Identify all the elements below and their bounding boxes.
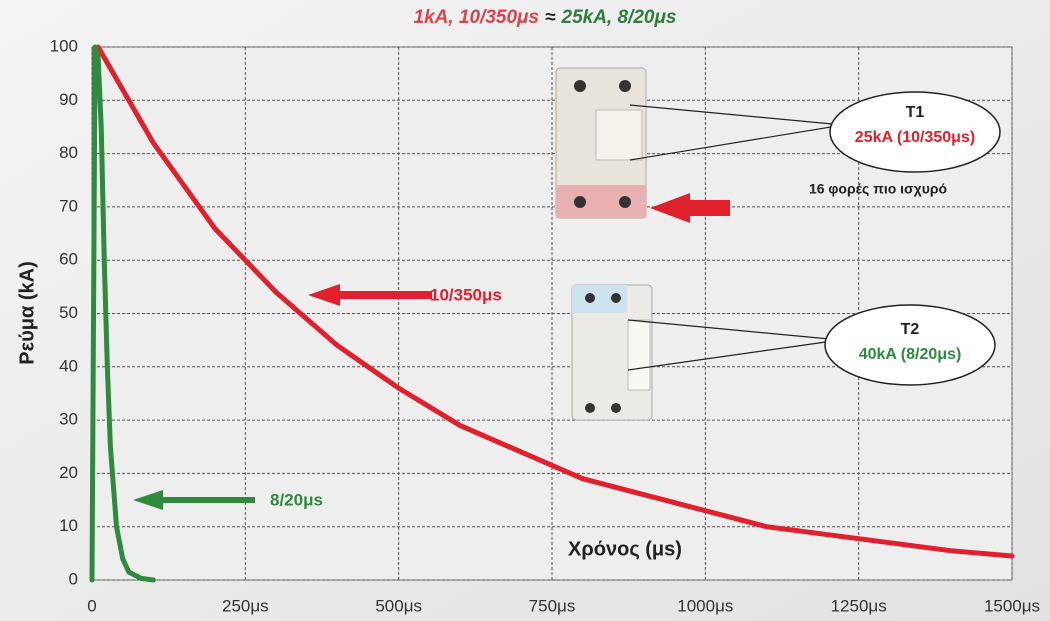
y-tick-label: 80 (59, 143, 78, 162)
y-tick-label: 20 (59, 463, 78, 482)
y-tick-label: 40 (59, 356, 78, 375)
y-tick-label: 90 (59, 90, 78, 109)
chart-title: 1kA, 10/350μs≈25kA, 8/20μs (414, 7, 677, 28)
x-axis-label: Χρόνος (μs) (568, 538, 682, 560)
y-tick-label: 30 (59, 410, 78, 429)
page: {"chart_data": {"type": "line", "title":… (0, 0, 1050, 621)
y-tick-label: 60 (59, 250, 78, 269)
y-tick-label: 70 (59, 196, 78, 215)
y-tick-label: 10 (59, 516, 78, 535)
device-rating: 40kA (8/20μs) (859, 346, 962, 363)
x-tick-label: 250μs (222, 596, 269, 615)
device-t2 (572, 285, 652, 420)
x-tick-label: 1500μs (984, 596, 1040, 615)
title-part: 25kA, 8/20μs (561, 7, 677, 28)
device-rating: 25kA (10/350μs) (855, 129, 975, 146)
x-tick-label: 0 (87, 596, 96, 615)
y-axis-label: Ρεύμα (kA) (16, 261, 38, 364)
x-tick-label: 750μs (529, 596, 576, 615)
y-tick-label: 100 (50, 36, 78, 55)
chart: 1kA, 10/350μs≈25kA, 8/20μs Ρεύμα (kA) Χρ… (0, 0, 1050, 621)
device-name: T1 (906, 104, 925, 121)
y-tick-label: 0 (69, 569, 78, 588)
note: 16 φορές πιο ισχυρό (809, 181, 947, 197)
x-tick-label: 1000μs (677, 596, 733, 615)
x-tick-label: 500μs (375, 596, 422, 615)
title-part: 1kA, 10/350μs (414, 7, 540, 28)
title-part: ≈ (545, 7, 556, 28)
y-tick-label: 50 (59, 303, 78, 322)
x-tick-label: 1250μs (831, 596, 887, 615)
series-label: 8/20μs (270, 490, 323, 509)
series-label: 10/350μs (430, 285, 502, 304)
device-t1 (556, 68, 646, 218)
device-name: T2 (901, 321, 920, 338)
